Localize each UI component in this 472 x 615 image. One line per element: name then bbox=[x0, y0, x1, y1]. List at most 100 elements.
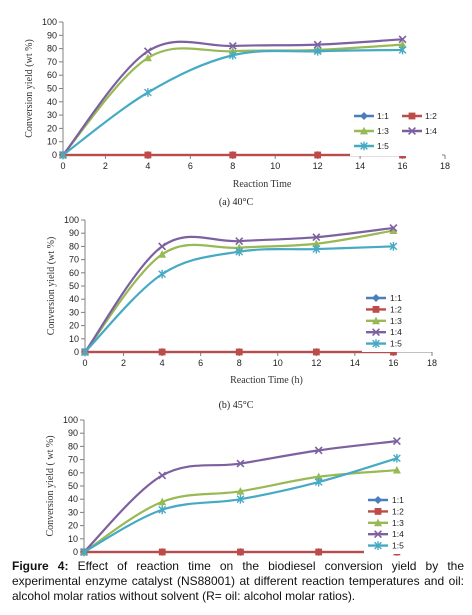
y-tick-label: 100 bbox=[42, 17, 57, 27]
data-point bbox=[235, 237, 244, 246]
data-point bbox=[158, 242, 167, 251]
data-point bbox=[314, 446, 323, 455]
legend-label: 1:1 bbox=[392, 495, 404, 505]
legend-entry: 1:1 bbox=[354, 111, 389, 121]
data-point bbox=[389, 226, 398, 234]
data-point bbox=[313, 40, 322, 49]
data-point bbox=[143, 53, 152, 62]
data-point bbox=[312, 244, 321, 254]
y-tick-label: 0 bbox=[74, 347, 79, 357]
data-point bbox=[398, 40, 407, 49]
legend-entry: 1:4 bbox=[402, 126, 437, 136]
legend-label: 1:5 bbox=[390, 339, 402, 349]
x-tick-label: 16 bbox=[398, 161, 408, 171]
legend-entry: 1:5 bbox=[366, 339, 402, 349]
legend-marker bbox=[372, 339, 380, 348]
legend-label: 1:2 bbox=[390, 304, 402, 314]
y-tick-label: 0 bbox=[52, 150, 57, 160]
x-tick-label: 8 bbox=[237, 358, 242, 368]
data-point bbox=[235, 247, 244, 257]
data-point bbox=[313, 46, 322, 56]
data-point bbox=[228, 50, 237, 60]
legend-marker bbox=[408, 112, 416, 120]
x-tick-label: 16 bbox=[388, 358, 398, 368]
data-point bbox=[398, 35, 407, 44]
y-tick-label: 70 bbox=[47, 57, 57, 67]
x-tick-label: 2 bbox=[121, 358, 126, 368]
x-axis-title: Reaction Time bbox=[233, 179, 292, 190]
legend-entry: 1:2 bbox=[368, 506, 404, 516]
y-tick-label: 20 bbox=[68, 521, 78, 531]
y-tick-label: 60 bbox=[68, 468, 78, 478]
y-axis-title: Conversion yield ( wt %) bbox=[45, 435, 56, 536]
x-tick-label: 0 bbox=[60, 161, 65, 171]
caption-text: Effect of reaction time on the biodiesel… bbox=[12, 559, 465, 603]
data-point bbox=[228, 41, 237, 50]
legend-marker bbox=[360, 141, 368, 151]
x-tick-label: 18 bbox=[427, 358, 437, 368]
x-tick-label: 14 bbox=[355, 161, 365, 171]
legend: 1:1 1:3 1:5 1:2 1:4 bbox=[350, 108, 442, 156]
legend-marker bbox=[374, 530, 382, 539]
data-point bbox=[144, 151, 152, 159]
x-tick-label: 4 bbox=[160, 358, 165, 368]
legend-entry: 1:2 bbox=[366, 304, 402, 314]
y-tick-label: 50 bbox=[47, 84, 57, 94]
legend-marker bbox=[374, 496, 382, 504]
y-tick-label: 90 bbox=[69, 228, 79, 238]
y-axis-title: Conversion yield (wt %) bbox=[46, 237, 57, 336]
data-point bbox=[392, 465, 401, 474]
series-line bbox=[84, 229, 394, 353]
caption-label: Figure 4: bbox=[12, 559, 69, 573]
data-point bbox=[143, 47, 152, 56]
x-tick-label: 10 bbox=[270, 161, 280, 171]
series-line bbox=[83, 469, 397, 553]
legend-entry: 1:3 bbox=[368, 518, 404, 528]
legend-entry: 1:3 bbox=[354, 126, 389, 136]
data-point bbox=[81, 347, 89, 357]
x-tick-label: 8 bbox=[230, 161, 235, 171]
series-line bbox=[84, 245, 394, 353]
y-tick-label: 10 bbox=[47, 137, 57, 147]
legend-label: 1:4 bbox=[392, 529, 404, 539]
legend: 1:11:2 1:31:4 1:5 bbox=[362, 292, 432, 352]
data-point bbox=[158, 505, 167, 515]
y-tick-label: 20 bbox=[69, 321, 79, 331]
legend-label: 1:1 bbox=[377, 111, 389, 121]
data-point bbox=[158, 471, 167, 480]
data-point bbox=[235, 348, 243, 356]
data-point bbox=[389, 242, 398, 251]
y-tick-label: 50 bbox=[68, 481, 78, 491]
data-point bbox=[158, 497, 167, 506]
legend-entry: 1:3 bbox=[366, 316, 402, 326]
series-line bbox=[83, 457, 398, 553]
chart-panel-3: 0 10 20 30 40 50 60 70 80 90 100 Conversion yield (… bbox=[45, 415, 436, 557]
legend-entry: 1:4 bbox=[366, 327, 402, 337]
legend-entry: 1:1 bbox=[368, 495, 404, 505]
data-point bbox=[236, 494, 245, 504]
legend-marker bbox=[374, 508, 382, 515]
x-axis-title: Reaction Time (h) bbox=[230, 375, 303, 386]
series-1-3 bbox=[81, 226, 398, 356]
y-tick-label: 100 bbox=[63, 415, 78, 425]
data-point bbox=[237, 548, 244, 556]
data-point bbox=[312, 348, 320, 356]
x-tick-label: 4 bbox=[145, 161, 150, 171]
y-tick-label: 90 bbox=[47, 30, 57, 40]
panel-subcaption: (b) 45°C bbox=[219, 400, 254, 411]
y-tick-label: 90 bbox=[68, 428, 78, 438]
y-tick-label: 70 bbox=[69, 255, 79, 265]
x-tick-label: 6 bbox=[188, 161, 193, 171]
legend-entry: 1:4 bbox=[368, 529, 404, 539]
chart-panel-2: 0 10 20 30 40 50 60 70 80 90 100 0 2 4 6 8 10 12 14 16 18 Con… bbox=[46, 215, 437, 411]
legend-marker bbox=[372, 328, 380, 337]
data-point bbox=[312, 239, 321, 248]
x-tick-label: 12 bbox=[311, 358, 321, 368]
legend-entry: 1:5 bbox=[354, 141, 389, 151]
y-tick-label: 50 bbox=[69, 281, 79, 291]
legend-label: 1:5 bbox=[392, 541, 404, 551]
x-tick-label: 18 bbox=[440, 161, 450, 171]
y-tick-label: 100 bbox=[64, 215, 79, 225]
data-point bbox=[392, 453, 401, 463]
